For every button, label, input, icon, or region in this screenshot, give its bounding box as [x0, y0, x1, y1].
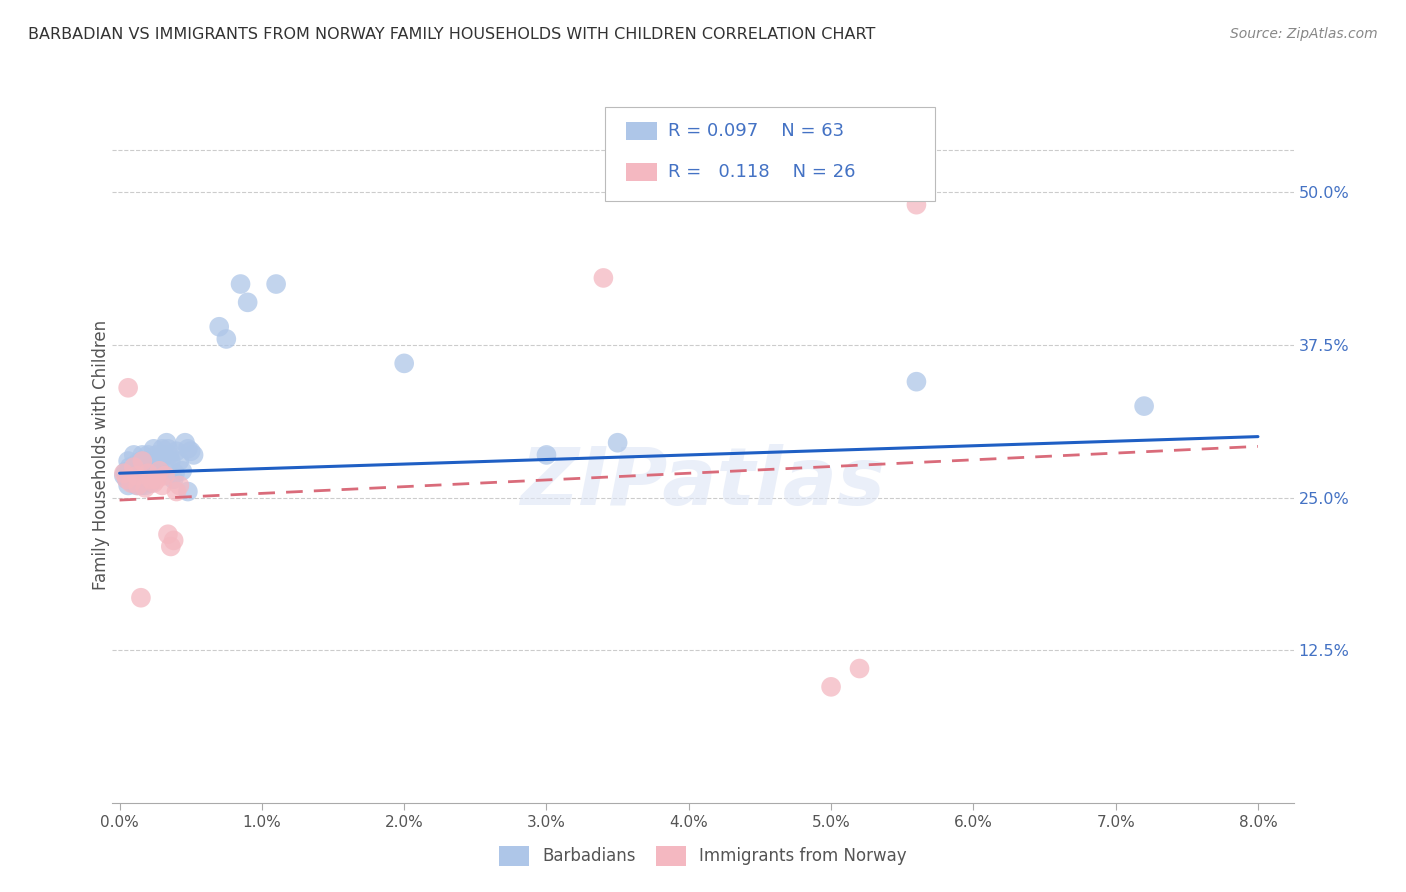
Legend: Barbadians, Immigrants from Norway: Barbadians, Immigrants from Norway — [491, 838, 915, 874]
Text: R =   0.118    N = 26: R = 0.118 N = 26 — [668, 163, 855, 181]
Point — [112, 468, 135, 483]
Point — [136, 467, 159, 481]
Point — [134, 478, 156, 492]
Text: Source: ZipAtlas.com: Source: ZipAtlas.com — [1230, 27, 1378, 41]
Point — [127, 472, 149, 486]
Point — [141, 467, 163, 481]
Point — [169, 454, 191, 468]
Point — [129, 591, 152, 605]
Point — [165, 467, 187, 481]
Point — [136, 467, 159, 481]
Point — [122, 464, 145, 478]
Point — [820, 680, 842, 694]
Point — [115, 472, 138, 486]
Text: BARBADIAN VS IMMIGRANTS FROM NORWAY FAMILY HOUSEHOLDS WITH CHILDREN CORRELATION : BARBADIAN VS IMMIGRANTS FROM NORWAY FAMI… — [28, 27, 876, 42]
Point — [128, 467, 150, 481]
Point — [131, 448, 153, 462]
Point — [166, 444, 188, 458]
Point — [177, 484, 200, 499]
Point — [169, 478, 191, 492]
Point — [177, 442, 200, 456]
Text: ZIPatlas: ZIPatlas — [520, 443, 886, 522]
Point — [264, 277, 287, 291]
Point — [131, 464, 153, 478]
Point — [229, 277, 252, 291]
Point — [139, 475, 162, 490]
Point — [180, 444, 202, 458]
Point — [208, 319, 231, 334]
Point — [215, 332, 238, 346]
Point — [606, 435, 628, 450]
Y-axis label: Family Households with Children: Family Households with Children — [93, 320, 110, 590]
Point — [127, 478, 149, 492]
Point — [150, 442, 173, 456]
Point — [156, 442, 179, 456]
Point — [125, 478, 148, 492]
Point — [139, 454, 162, 468]
Point — [183, 448, 205, 462]
Point — [117, 478, 139, 492]
Point — [142, 475, 165, 490]
Point — [905, 375, 928, 389]
Point — [117, 454, 139, 468]
Point — [124, 468, 146, 483]
Point — [145, 472, 167, 486]
Point — [149, 454, 172, 468]
Point — [157, 448, 180, 462]
Point — [155, 435, 177, 450]
Point — [121, 475, 143, 490]
Point — [135, 454, 157, 468]
Point — [132, 468, 155, 483]
Point — [145, 448, 167, 462]
Point — [118, 460, 141, 475]
Point — [150, 478, 173, 492]
Point — [159, 540, 181, 554]
Point — [129, 454, 152, 468]
Point — [117, 381, 139, 395]
Point — [905, 197, 928, 211]
Point — [156, 527, 179, 541]
Point — [115, 472, 138, 486]
Point — [163, 533, 186, 548]
Point — [174, 435, 197, 450]
Point — [592, 271, 614, 285]
Point — [153, 468, 176, 483]
Point — [148, 467, 170, 481]
Point — [125, 468, 148, 483]
Point — [163, 472, 186, 486]
Point — [131, 454, 153, 468]
Point — [159, 454, 181, 468]
Point — [392, 356, 415, 370]
Point — [166, 484, 188, 499]
Point — [120, 475, 142, 490]
Point — [127, 460, 149, 475]
Point — [120, 467, 142, 481]
Point — [143, 454, 166, 468]
Point — [172, 464, 194, 478]
Point — [139, 472, 162, 486]
Point — [142, 468, 165, 483]
Point — [136, 448, 159, 462]
Text: R = 0.097    N = 63: R = 0.097 N = 63 — [668, 122, 844, 140]
Point — [129, 478, 152, 492]
Point — [236, 295, 259, 310]
Point — [138, 460, 160, 475]
Point — [148, 464, 170, 478]
Point — [152, 448, 174, 462]
Point — [1133, 399, 1156, 413]
Point — [146, 460, 169, 475]
Point — [122, 448, 145, 462]
Point — [125, 457, 148, 471]
Point — [134, 460, 156, 475]
Point — [114, 465, 136, 479]
Point — [848, 661, 870, 675]
Point — [142, 442, 165, 456]
Point — [134, 481, 156, 495]
Point — [112, 467, 135, 481]
Point — [536, 448, 558, 462]
Point — [122, 460, 145, 475]
